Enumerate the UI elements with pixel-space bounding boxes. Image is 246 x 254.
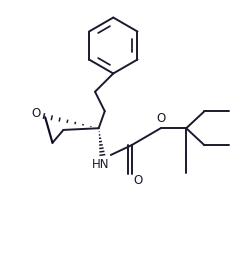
Text: HN: HN [92, 158, 110, 171]
Text: O: O [31, 107, 40, 120]
Text: O: O [133, 174, 142, 187]
Text: O: O [156, 112, 165, 125]
